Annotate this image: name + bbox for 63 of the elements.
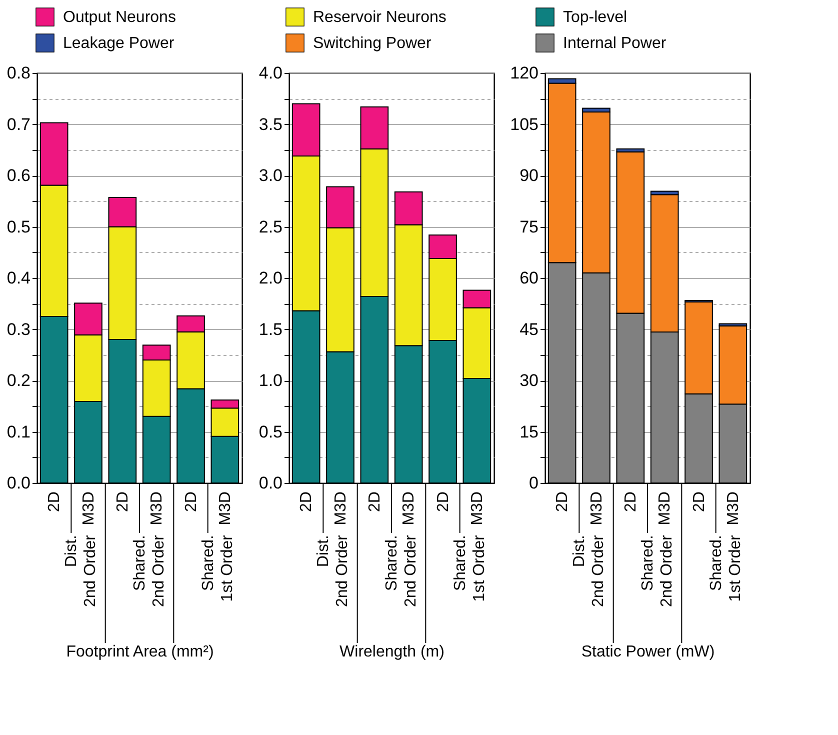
- y-tick-label: 4.0: [258, 64, 282, 82]
- x-tick-label: 2D: [622, 492, 640, 512]
- y-tick-label: 1.5: [258, 320, 282, 339]
- y-tick-label: 0.1: [6, 422, 30, 442]
- y-tick-label: 0.0: [258, 474, 282, 492]
- x-axis-title: Wirelength (m): [340, 643, 444, 660]
- y-tick-label: 90: [520, 166, 538, 185]
- x-axis-title: Footprint Area (mm²): [66, 643, 214, 660]
- text: Shared. 1st Order: [708, 534, 744, 602]
- y-tick-label: 3.5: [258, 114, 282, 134]
- x-axis-title: Static Power (mW): [581, 643, 715, 660]
- text: Shared. 2nd Order: [640, 534, 676, 608]
- legend-label: Leakage Power: [63, 35, 175, 52]
- y-tick-label: 2.5: [258, 217, 282, 236]
- y-tick-label: 0: [529, 474, 538, 492]
- y-tick-label: 0.4: [6, 268, 30, 288]
- text: Dist. 2nd Order: [571, 534, 608, 608]
- y-tick-label: 0.3: [6, 320, 30, 339]
- text: Shared. 1st Order: [200, 534, 236, 602]
- x-tick-label: 2D: [434, 492, 452, 512]
- x-tick-label: M3D: [80, 492, 98, 526]
- y-tick-label: 0.6: [6, 166, 30, 185]
- legend-label: Top-level: [563, 9, 628, 26]
- y-tick-label: 30: [520, 371, 538, 390]
- x-tick-label: M3D: [724, 492, 742, 526]
- x-tick-label: M3D: [332, 492, 350, 526]
- text: Dist. 2nd Order: [63, 534, 100, 608]
- y-tick-label: 0.7: [6, 114, 30, 134]
- legend-label: Output Neurons: [63, 9, 176, 26]
- y-tick-label: 1.0: [258, 371, 282, 390]
- legend-label: Reservoir Neurons: [313, 9, 446, 26]
- x-tick-label: 2D: [298, 492, 316, 512]
- x-tick-label: M3D: [656, 492, 674, 526]
- y-tick-label: 60: [520, 268, 538, 288]
- x-tick-label: 2D: [114, 492, 132, 512]
- y-tick-label: 0.2: [6, 371, 30, 390]
- y-tick-label: 105: [510, 114, 538, 134]
- x-tick-label: M3D: [468, 492, 486, 526]
- x-tick-label: M3D: [216, 492, 234, 526]
- y-tick-label: 45: [520, 320, 538, 339]
- text: Shared. 1st Order: [452, 534, 488, 602]
- y-tick-label: 0.8: [6, 64, 30, 82]
- text: Dist. 2nd Order: [315, 534, 352, 608]
- text: Shared. 2nd Order: [132, 534, 168, 608]
- text: Shared. 2nd Order: [384, 534, 420, 608]
- y-tick-label: 3.0: [258, 166, 282, 185]
- y-tick-label: 0.5: [6, 217, 30, 236]
- x-tick-label: 2D: [366, 492, 384, 512]
- y-tick-label: 0.5: [258, 422, 282, 442]
- x-tick-label: 2D: [690, 492, 708, 512]
- x-tick-label: M3D: [400, 492, 418, 526]
- y-tick-label: 2.0: [258, 268, 282, 288]
- y-tick-label: 0.0: [6, 474, 30, 492]
- y-tick-label: 15: [520, 422, 538, 442]
- x-tick-label: M3D: [148, 492, 166, 526]
- legend-label: Internal Power: [563, 35, 667, 52]
- y-tick-label: 120: [510, 64, 538, 82]
- y-tick-label: 75: [520, 217, 538, 236]
- x-tick-label: M3D: [588, 492, 606, 526]
- x-tick-label: 2D: [554, 492, 572, 512]
- legend-label: Switching Power: [313, 35, 432, 52]
- x-tick-label: 2D: [182, 492, 200, 512]
- x-tick-label: 2D: [46, 492, 64, 512]
